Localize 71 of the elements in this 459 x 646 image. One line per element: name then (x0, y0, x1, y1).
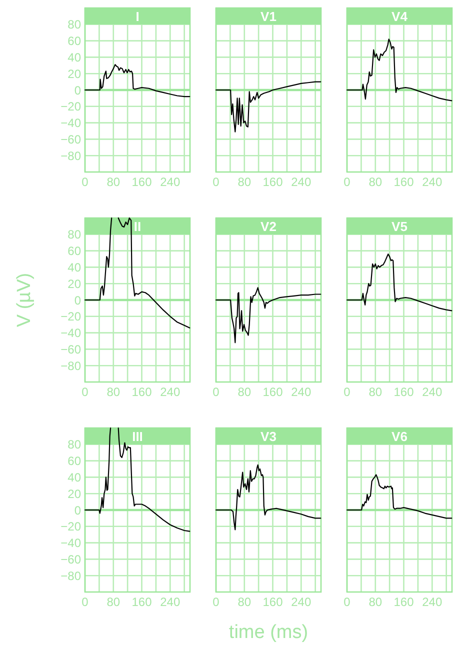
y-tick-label: −80 (60, 358, 82, 373)
x-tick-label: 160 (262, 595, 284, 609)
x-tick-label: 160 (394, 175, 414, 189)
x-tick-label: 240 (422, 385, 442, 399)
x-tick-label: 80 (368, 595, 382, 609)
y-tick-label: 40 (68, 470, 82, 485)
chart-title: II (134, 218, 142, 234)
x-tick-label: 0 (212, 385, 220, 399)
y-tick-label: 40 (68, 50, 82, 65)
x-tick-label: 0 (344, 595, 351, 609)
x-tick-label: 80 (368, 385, 382, 399)
y-tick-label: 0 (74, 83, 82, 98)
chart-title: V3 (260, 428, 276, 444)
x-tick-label: 80 (238, 175, 252, 189)
x-tick-label: 160 (262, 385, 284, 399)
y-tick-label: 0 (74, 293, 82, 308)
y-tick-label: −40 (60, 116, 82, 130)
y-tick-label: −80 (60, 148, 82, 163)
y-tick-label: −20 (60, 310, 82, 324)
x-tick-label: 240 (160, 385, 180, 399)
y-axis-title: V (µV) (14, 272, 35, 328)
y-tick-label: 60 (68, 454, 82, 468)
x-tick-label: 160 (394, 385, 414, 399)
x-axis-title: time (ms) (228, 622, 308, 643)
y-tick-label: 80 (68, 228, 82, 242)
x-tick-label: 80 (238, 385, 252, 399)
y-tick-label: −20 (60, 520, 82, 534)
x-tick-label: 240 (291, 385, 312, 399)
chart-title: V2 (260, 218, 276, 234)
y-tick-label: 20 (68, 66, 82, 81)
chart-title: III (132, 428, 143, 444)
y-tick-label: −60 (60, 132, 82, 147)
x-tick-label: 80 (106, 595, 120, 609)
x-tick-label: 0 (212, 175, 220, 189)
x-tick-label: 0 (344, 385, 351, 399)
y-tick-label: 80 (68, 18, 82, 32)
chart-title: V1 (260, 8, 276, 24)
y-tick-label: 0 (74, 503, 82, 518)
y-tick-label: 60 (68, 244, 82, 258)
x-tick-label: 80 (368, 175, 382, 189)
y-tick-label: 20 (68, 276, 82, 291)
x-tick-label: 160 (394, 595, 414, 609)
x-tick-label: 160 (132, 175, 152, 189)
y-tick-label: −60 (60, 552, 82, 567)
x-tick-label: 240 (160, 175, 180, 189)
chart-title: V5 (392, 218, 408, 234)
x-tick-label: 80 (106, 175, 120, 189)
y-tick-label: −80 (60, 568, 82, 583)
x-tick-label: 240 (422, 595, 442, 609)
chart-title: I (136, 8, 140, 24)
x-tick-label: 80 (238, 595, 252, 609)
x-tick-label: 160 (132, 385, 152, 399)
y-tick-label: 80 (68, 438, 82, 452)
x-tick-label: 0 (344, 175, 351, 189)
chart-title: V6 (392, 428, 408, 444)
y-tick-label: −40 (60, 326, 82, 340)
y-tick-label: −60 (60, 342, 82, 357)
y-tick-label: 20 (68, 486, 82, 501)
x-tick-label: 240 (422, 175, 442, 189)
x-tick-label: 80 (106, 385, 120, 399)
y-tick-label: 40 (68, 260, 82, 275)
chart-title: V4 (392, 8, 408, 24)
x-tick-label: 160 (132, 595, 152, 609)
x-tick-label: 240 (160, 595, 180, 609)
x-tick-label: 160 (262, 175, 284, 189)
x-tick-label: 240 (291, 175, 312, 189)
y-tick-label: −40 (60, 536, 82, 550)
x-tick-label: 0 (212, 595, 220, 609)
x-tick-label: 240 (291, 595, 312, 609)
y-tick-label: 60 (68, 34, 82, 48)
y-tick-label: −20 (60, 100, 82, 114)
